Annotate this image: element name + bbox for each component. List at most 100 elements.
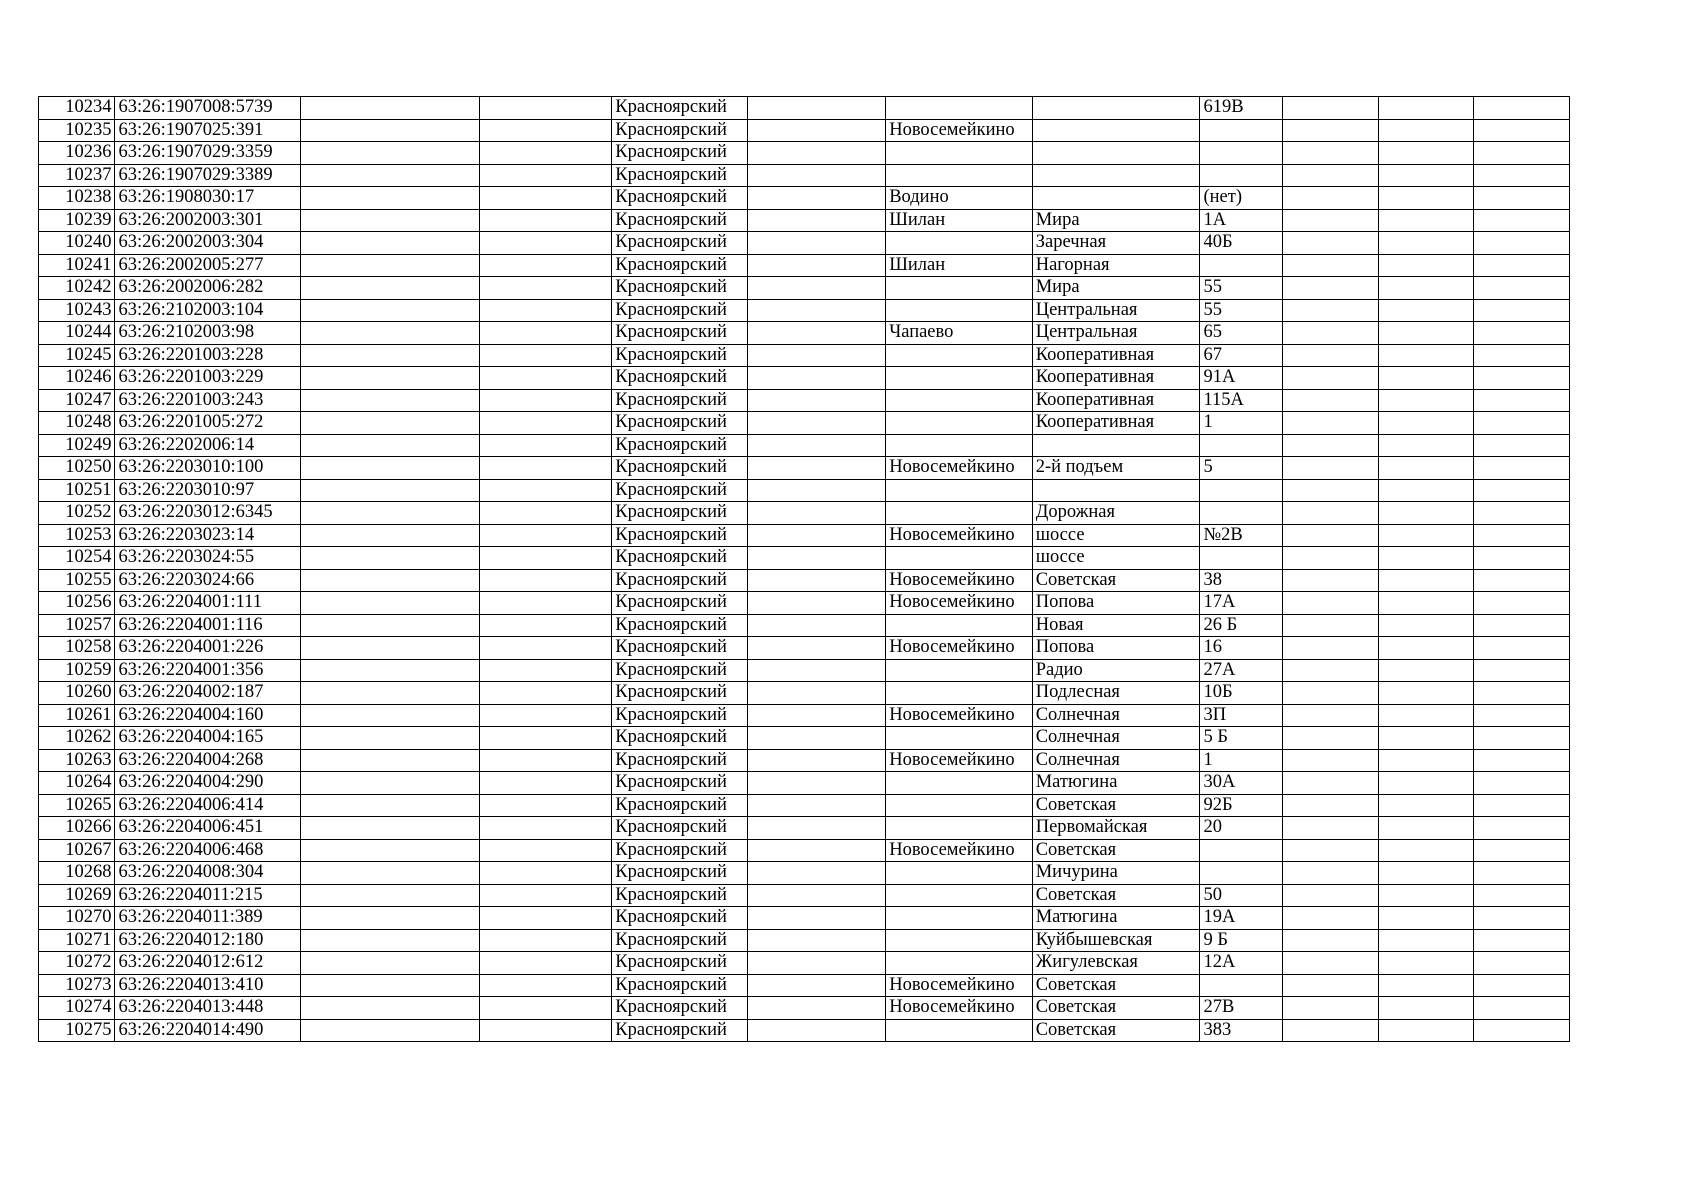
cadastral-number-cell: 63:26:2002005:277 [114,253,302,277]
street-cell: Мира [1031,276,1201,300]
blank-cell-5 [1377,118,1475,142]
row-index-cell: 10260 [37,681,116,705]
blank-cell-5 [1377,726,1475,750]
house-number-cell: №2В [1199,523,1284,547]
blank-cell-4 [1282,298,1379,322]
blank-cell-2 [478,748,613,772]
cadastral-number-cell: 63:26:2204002:187 [114,681,302,705]
district-cell: Красноярский [611,1018,749,1042]
blank-cell-6 [1473,411,1570,435]
blank-cell-3 [747,433,887,457]
cadastral-number-cell: 63:26:2204001:116 [114,613,302,637]
cadastral-number-cell: 63:26:2204014:490 [114,1018,302,1042]
street-cell: Советская [1031,1018,1201,1042]
blank-cell-6 [1473,861,1570,885]
table-row: 10254 63:26:2203024:55 Красноярский шоссе [37,546,1570,570]
blank-cell-5 [1377,636,1475,660]
blank-cell-1 [300,523,480,547]
registry-table: 10234 63:26:1907008:5739 Красноярский 619В 1… [37,96,1570,1042]
cadastral-number-cell: 63:26:2204004:165 [114,726,302,750]
blank-cell-1 [300,816,480,840]
blank-cell-5 [1377,996,1475,1020]
blank-cell-2 [478,276,613,300]
cadastral-number-cell: 63:26:2102003:104 [114,298,302,322]
blank-cell-3 [747,748,887,772]
cadastral-number-cell: 63:26:2204001:226 [114,636,302,660]
blank-cell-2 [478,546,613,570]
blank-cell-4 [1282,253,1379,277]
blank-cell-3 [747,568,887,592]
street-cell [1031,118,1201,142]
blank-cell-2 [478,253,613,277]
blank-cell-2 [478,973,613,997]
blank-cell-5 [1377,141,1475,165]
blank-cell-5 [1377,321,1475,345]
registry-table-container: 10234 63:26:1907008:5739 Красноярский 619В 1… [37,96,1570,1042]
house-number-cell: 20 [1199,816,1284,840]
table-row: 10251 63:26:2203010:97 Красноярский [37,478,1570,502]
blank-cell-2 [478,928,613,952]
house-number-cell: 3П [1199,703,1284,727]
blank-cell-2 [478,568,613,592]
cadastral-number-cell: 63:26:2204011:389 [114,906,302,930]
house-number-cell [1199,861,1284,885]
table-row: 10266 63:26:2204006:451 Красноярский Первом… [37,816,1570,840]
house-number-cell [1199,141,1284,165]
street-cell: Мичурина [1031,861,1201,885]
blank-cell-6 [1473,1018,1570,1042]
table-row: 10235 63:26:1907025:391 Красноярский Новосе… [37,118,1570,142]
blank-cell-4 [1282,883,1379,907]
blank-cell-6 [1473,366,1570,390]
street-cell: Попова [1031,591,1201,615]
blank-cell-1 [300,186,480,210]
district-cell: Красноярский [611,456,749,480]
row-index-cell: 10258 [37,636,116,660]
blank-cell-5 [1377,883,1475,907]
street-cell: Центральная [1031,298,1201,322]
blank-cell-1 [300,298,480,322]
street-cell: Центральная [1031,321,1201,345]
settlement-cell [885,726,1033,750]
blank-cell-3 [747,928,887,952]
district-cell: Красноярский [611,163,749,187]
street-cell: шоссе [1031,523,1201,547]
row-index-cell: 10270 [37,906,116,930]
street-cell: Жигулевская [1031,951,1201,975]
blank-cell-3 [747,411,887,435]
settlement-cell [885,478,1033,502]
table-row: 10261 63:26:2204004:160 Красноярский Новосе… [37,703,1570,727]
blank-cell-4 [1282,208,1379,232]
settlement-cell [885,231,1033,255]
district-cell: Красноярский [611,658,749,682]
blank-cell-2 [478,208,613,232]
blank-cell-1 [300,951,480,975]
row-index-cell: 10240 [37,231,116,255]
blank-cell-5 [1377,231,1475,255]
district-cell: Красноярский [611,253,749,277]
blank-cell-4 [1282,568,1379,592]
blank-cell-6 [1473,793,1570,817]
blank-cell-5 [1377,748,1475,772]
cadastral-number-cell: 63:26:2201005:272 [114,411,302,435]
house-number-cell: 38 [1199,568,1284,592]
blank-cell-4 [1282,366,1379,390]
blank-cell-6 [1473,681,1570,705]
settlement-cell [885,343,1033,367]
blank-cell-1 [300,658,480,682]
table-row: 10237 63:26:1907029:3389 Красноярский [37,163,1570,187]
blank-cell-4 [1282,793,1379,817]
district-cell: Красноярский [611,726,749,750]
district-cell: Красноярский [611,546,749,570]
house-number-cell: 19А [1199,906,1284,930]
blank-cell-1 [300,163,480,187]
blank-cell-5 [1377,591,1475,615]
blank-cell-5 [1377,681,1475,705]
blank-cell-6 [1473,658,1570,682]
row-index-cell: 10274 [37,996,116,1020]
table-row: 10246 63:26:2201003:229 Красноярский Коопер… [37,366,1570,390]
house-number-cell: 12А [1199,951,1284,975]
blank-cell-1 [300,411,480,435]
cadastral-number-cell: 63:26:2202006:14 [114,433,302,457]
blank-cell-6 [1473,456,1570,480]
registry-table-body: 10234 63:26:1907008:5739 Красноярский 619В 1… [37,96,1570,1042]
